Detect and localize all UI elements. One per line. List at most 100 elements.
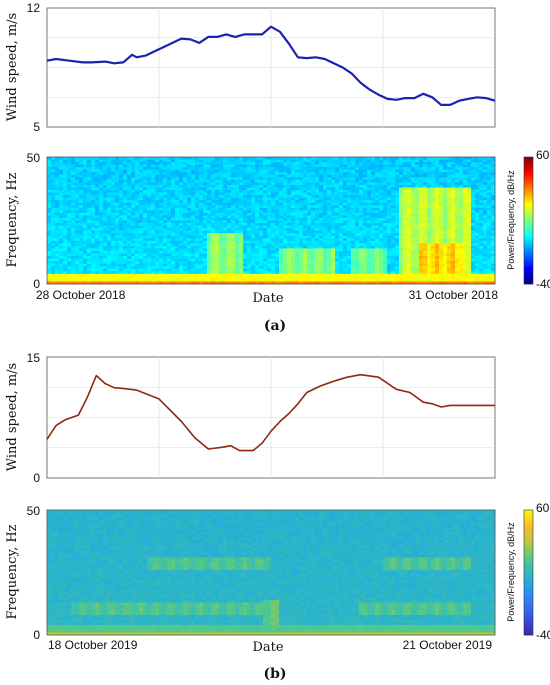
spectrogram-cell	[259, 195, 264, 199]
spectrogram-cell	[279, 159, 284, 163]
spectrogram-cell	[99, 240, 104, 244]
spectrogram-cell	[159, 250, 164, 254]
spectrogram-cell	[267, 205, 272, 209]
spectrogram-cell	[75, 240, 80, 244]
spectrogram-cell	[351, 235, 356, 239]
spectrogram-cell	[191, 212, 196, 216]
spectrogram-cell	[279, 253, 284, 257]
spectrogram-cell	[219, 233, 224, 237]
spectrogram-cell	[91, 240, 96, 244]
spectrogram-cell	[327, 248, 332, 252]
spectrogram-cell	[171, 261, 176, 265]
spectrogram-cell	[131, 230, 136, 234]
spectrogram-cell	[395, 266, 400, 270]
spectrogram-cell	[131, 164, 136, 168]
spectrogram-cell	[307, 184, 312, 188]
y-tick-label: 12	[27, 1, 41, 15]
spectrogram-cell	[335, 172, 340, 176]
spectrogram-cell	[483, 195, 488, 199]
spectrogram-cell	[99, 243, 104, 247]
spectrogram-cell	[395, 195, 400, 199]
spectrogram-cell	[311, 220, 316, 224]
spectrogram-cell	[127, 195, 132, 199]
spectrogram-cell	[259, 235, 264, 239]
spectrogram-cell	[483, 225, 488, 229]
spectrogram-cell	[435, 200, 440, 204]
spectrogram-cell	[355, 184, 360, 188]
spectrogram-cell	[223, 243, 228, 247]
spectrogram-cell	[87, 233, 92, 237]
spectrogram-cell	[195, 182, 200, 186]
spectrogram-cell	[427, 190, 432, 193]
spectrogram-cell	[491, 225, 496, 229]
spectrogram-cell	[147, 248, 152, 252]
spectrogram-cell	[259, 210, 264, 214]
spectrogram-cell	[223, 235, 228, 239]
spectrogram-cell	[455, 200, 460, 204]
spectrogram-cell	[95, 268, 100, 272]
spectrogram-cell	[383, 223, 388, 226]
spectrogram-cell	[367, 223, 372, 226]
spectrogram-cell	[251, 268, 256, 272]
spectrogram-cell	[251, 240, 256, 244]
spectrogram-cell	[335, 197, 340, 201]
spectrogram-cell	[479, 238, 484, 242]
spectrogram-cell	[359, 164, 364, 168]
spectrogram-cell	[279, 187, 284, 191]
spectrogram-cell	[487, 177, 492, 181]
spectrogram-cell	[199, 179, 204, 183]
spectrogram-cell	[143, 172, 148, 176]
spectrogram-cell	[335, 223, 340, 226]
spectrogram-cell	[207, 215, 212, 219]
spectrogram-cell	[87, 238, 92, 242]
spectrogram-cell	[479, 250, 484, 254]
spectrogram-cell	[279, 238, 284, 242]
spectrogram-cell	[87, 162, 92, 166]
spectrogram-cell	[187, 169, 192, 173]
spectrogram-cell	[187, 174, 192, 178]
spectrogram-cell	[131, 233, 136, 237]
spectrogram-cell	[75, 162, 80, 166]
spectrogram-cell	[247, 240, 252, 244]
spectrogram-cell	[351, 263, 356, 267]
spectrogram-cell	[431, 258, 436, 262]
spectrogram-cell	[303, 179, 308, 183]
spectrogram-cell	[347, 167, 352, 171]
spectrogram-cell	[243, 169, 248, 173]
spectrogram-cell	[59, 205, 64, 209]
spectrogram-cell	[303, 256, 308, 259]
spectrogram-cell	[447, 238, 452, 242]
spectrogram-cell	[139, 167, 144, 171]
spectrogram-cell	[323, 207, 328, 211]
spectrogram-cell	[471, 205, 476, 209]
spectrogram-cell	[199, 164, 204, 168]
spectrogram-cell	[67, 159, 72, 163]
spectrogram-cell	[391, 250, 396, 254]
spectrogram-cell	[291, 223, 296, 226]
spectrogram-cell	[347, 243, 352, 247]
spectrogram-cell	[279, 162, 284, 166]
spectrogram-cell	[219, 197, 224, 201]
spectrogram-cell	[255, 256, 260, 259]
spectrogram-cell	[107, 263, 112, 267]
spectrogram-cell	[175, 243, 180, 247]
spectrogram-cell	[315, 238, 320, 242]
spectrogram-cell	[491, 250, 496, 254]
spectrogram-cell	[423, 162, 428, 166]
spectrogram-cell	[171, 215, 176, 219]
spectrogram-cell	[331, 258, 336, 262]
spectrogram-cell	[263, 223, 268, 226]
spectrogram-cell	[191, 235, 196, 239]
spectrogram-cell	[99, 190, 104, 193]
spectrogram-cell	[343, 217, 348, 221]
spectrogram-cell	[419, 197, 424, 201]
spectrogram-cell	[171, 157, 176, 160]
spectrogram-cell	[271, 212, 276, 216]
spectrogram-cell	[355, 162, 360, 166]
spectrogram-cell	[463, 230, 468, 234]
spectrogram-cell	[423, 253, 428, 257]
spectrogram-cell	[263, 162, 268, 166]
spectrogram-cell	[79, 223, 84, 226]
spectrogram-cell	[423, 235, 428, 239]
spectrogram-cell	[91, 245, 96, 249]
